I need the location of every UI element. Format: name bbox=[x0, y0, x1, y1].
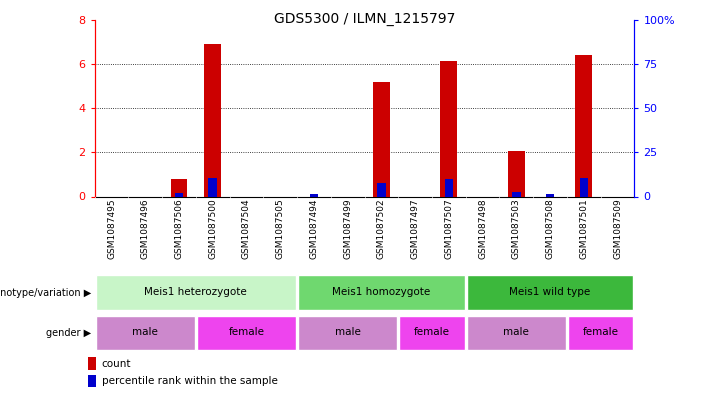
Bar bbox=[88, 375, 97, 387]
Text: male: male bbox=[132, 327, 158, 337]
Text: Meis1 wild type: Meis1 wild type bbox=[510, 287, 591, 297]
Text: GSM1087506: GSM1087506 bbox=[175, 199, 184, 259]
Text: male: male bbox=[334, 327, 360, 337]
Text: GSM1087496: GSM1087496 bbox=[141, 199, 150, 259]
Bar bbox=[467, 275, 634, 310]
Text: GSM1087494: GSM1087494 bbox=[309, 199, 318, 259]
Bar bbox=[568, 316, 634, 350]
Text: genotype/variation ▶: genotype/variation ▶ bbox=[0, 288, 91, 298]
Text: male: male bbox=[503, 327, 529, 337]
Text: female: female bbox=[583, 327, 619, 337]
Text: GSM1087502: GSM1087502 bbox=[377, 199, 386, 259]
Bar bbox=[576, 55, 592, 196]
Bar bbox=[508, 151, 525, 196]
Bar bbox=[467, 316, 566, 350]
Bar bbox=[208, 178, 217, 196]
Bar bbox=[298, 316, 397, 350]
Text: Meis1 heterozygote: Meis1 heterozygote bbox=[144, 287, 247, 297]
Bar bbox=[512, 192, 521, 196]
Text: GSM1087504: GSM1087504 bbox=[242, 199, 251, 259]
Bar bbox=[444, 179, 453, 196]
Bar bbox=[440, 61, 457, 196]
Bar bbox=[298, 275, 465, 310]
Text: GSM1087507: GSM1087507 bbox=[444, 199, 454, 259]
Text: Meis1 homozygote: Meis1 homozygote bbox=[332, 287, 430, 297]
Bar bbox=[377, 183, 386, 196]
Text: GSM1087501: GSM1087501 bbox=[579, 199, 588, 259]
Text: female: female bbox=[229, 327, 264, 337]
Text: GSM1087498: GSM1087498 bbox=[478, 199, 487, 259]
Text: GSM1087505: GSM1087505 bbox=[275, 199, 285, 259]
Bar bbox=[95, 316, 195, 350]
Text: GSM1087495: GSM1087495 bbox=[107, 199, 116, 259]
Bar bbox=[546, 194, 554, 196]
Bar bbox=[88, 357, 97, 369]
Bar bbox=[580, 178, 588, 196]
Bar bbox=[373, 82, 390, 196]
Text: female: female bbox=[414, 327, 450, 337]
Text: gender ▶: gender ▶ bbox=[46, 328, 91, 338]
Text: GSM1087508: GSM1087508 bbox=[545, 199, 554, 259]
Text: percentile rank within the sample: percentile rank within the sample bbox=[102, 376, 278, 386]
Bar bbox=[204, 44, 221, 196]
Text: GSM1087509: GSM1087509 bbox=[613, 199, 622, 259]
Bar bbox=[170, 179, 187, 196]
Text: GSM1087499: GSM1087499 bbox=[343, 199, 352, 259]
Bar bbox=[197, 316, 296, 350]
Bar bbox=[95, 275, 296, 310]
Bar bbox=[175, 193, 183, 196]
Bar bbox=[310, 194, 318, 196]
Text: GSM1087503: GSM1087503 bbox=[512, 199, 521, 259]
Text: GDS5300 / ILMN_1215797: GDS5300 / ILMN_1215797 bbox=[274, 12, 455, 26]
Text: GSM1087497: GSM1087497 bbox=[411, 199, 420, 259]
Bar bbox=[400, 316, 465, 350]
Text: count: count bbox=[102, 358, 131, 369]
Text: GSM1087500: GSM1087500 bbox=[208, 199, 217, 259]
